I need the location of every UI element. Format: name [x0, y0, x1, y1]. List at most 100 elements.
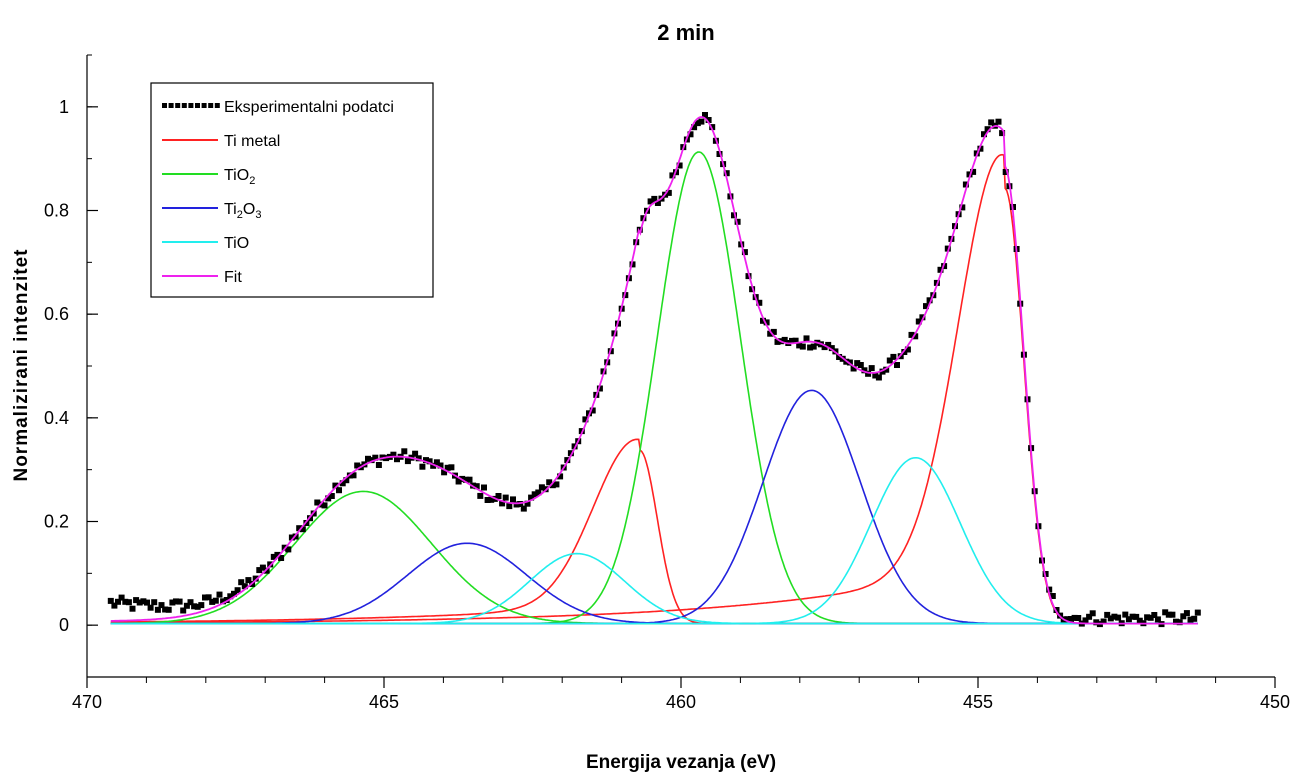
data-point	[774, 338, 781, 345]
data-point	[154, 606, 161, 613]
data-point	[564, 457, 571, 464]
series-line-ti2o3-4	[110, 389, 1198, 625]
data-point	[1129, 613, 1136, 620]
data-point	[194, 603, 201, 610]
data-point	[1191, 615, 1198, 622]
data-point	[220, 598, 227, 605]
data-point	[1068, 616, 1074, 622]
data-point	[912, 333, 919, 340]
data-point	[694, 120, 701, 127]
data-point	[133, 597, 140, 604]
legend-marker	[208, 103, 214, 108]
data-point	[741, 249, 748, 256]
data-point	[756, 299, 763, 306]
data-point	[517, 501, 524, 507]
data-point	[571, 443, 578, 450]
y-tick-label: 0.8	[44, 201, 69, 221]
series-line-ti-metal-0	[110, 153, 1198, 625]
data-point	[984, 126, 991, 133]
data-point	[850, 365, 857, 372]
x-tick-label: 465	[369, 692, 399, 712]
data-point	[894, 362, 900, 368]
data-point	[796, 342, 803, 349]
data-point	[375, 462, 382, 468]
data-point	[669, 172, 676, 179]
series-line-tio-6	[110, 456, 1198, 625]
legend-item: TiO2	[162, 167, 255, 187]
data-point	[995, 118, 1002, 125]
data-point	[107, 597, 114, 604]
data-point	[328, 493, 335, 499]
data-point	[314, 499, 321, 506]
data-point	[147, 604, 154, 611]
data-point	[1064, 616, 1071, 623]
data-point	[1086, 613, 1093, 620]
data-point	[854, 360, 861, 367]
data-point	[810, 343, 817, 350]
data-point	[821, 344, 828, 351]
data-point	[734, 218, 741, 225]
data-point	[415, 455, 422, 462]
data-point	[477, 492, 484, 499]
data-point	[904, 346, 911, 353]
data-point	[760, 317, 766, 324]
x-axis-label: Energija vezanja (eV)	[586, 752, 776, 773]
series-line-ti-metal-1	[110, 438, 1198, 625]
data-point	[278, 555, 285, 561]
data-point	[448, 464, 455, 471]
data-point	[1147, 614, 1154, 621]
data-point	[1151, 612, 1158, 618]
data-point	[423, 457, 429, 464]
data-point	[988, 119, 995, 126]
data-point	[825, 341, 832, 348]
data-point	[212, 597, 219, 604]
data-point	[365, 455, 371, 462]
data-point	[115, 598, 121, 605]
legend-label: Ti2O3	[224, 201, 261, 221]
data-point	[140, 598, 147, 605]
x-tick-label: 460	[666, 692, 696, 712]
data-point	[1154, 616, 1161, 623]
data-point	[426, 458, 433, 465]
data-point	[191, 603, 198, 610]
series-line-fit	[110, 116, 1198, 625]
legend-label: TiO	[224, 235, 249, 252]
data-point	[959, 204, 966, 211]
data-point	[879, 368, 886, 375]
data-point	[205, 594, 212, 601]
data-point	[868, 365, 875, 372]
data-point	[270, 553, 277, 560]
data-point	[687, 131, 694, 138]
data-point	[1089, 610, 1096, 617]
data-point	[372, 454, 379, 461]
data-point	[528, 494, 535, 501]
data-point	[1136, 617, 1143, 624]
data-point	[234, 587, 241, 594]
data-point	[524, 500, 531, 507]
data-point	[538, 484, 545, 491]
data-point	[223, 597, 230, 603]
data-point	[723, 170, 730, 177]
data-point	[977, 145, 984, 152]
data-point	[531, 491, 538, 498]
data-point	[256, 567, 263, 574]
data-point	[709, 124, 716, 131]
data-point	[162, 606, 169, 613]
data-point	[926, 297, 933, 304]
y-axis-label: Normalizirani intenzitet	[11, 248, 32, 481]
data-point	[770, 328, 777, 335]
data-point	[1111, 613, 1118, 620]
data-point	[176, 598, 183, 605]
data-point	[890, 353, 897, 360]
data-point	[1082, 617, 1089, 624]
data-point	[506, 503, 513, 510]
data-point	[557, 473, 564, 480]
data-point	[1049, 593, 1056, 599]
legend-marker	[181, 103, 187, 108]
data-point	[144, 599, 150, 606]
data-point	[857, 362, 864, 368]
legend-label: Ti metal	[224, 133, 280, 150]
data-point	[325, 495, 332, 502]
x-tick-label: 450	[1260, 692, 1290, 712]
data-point	[183, 602, 190, 609]
